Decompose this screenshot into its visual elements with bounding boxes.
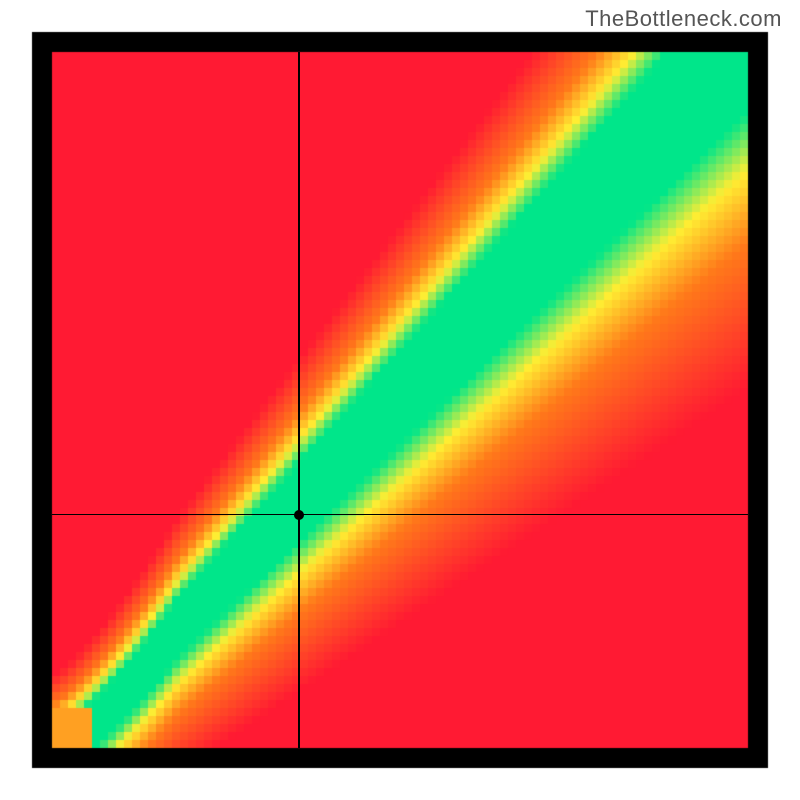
watermark-text: TheBottleneck.com xyxy=(585,6,782,32)
heatmap-canvas xyxy=(0,0,800,800)
root-container: TheBottleneck.com xyxy=(0,0,800,800)
crosshair-horizontal xyxy=(52,514,748,515)
crosshair-vertical xyxy=(298,52,299,748)
crosshair-dot xyxy=(294,510,304,520)
